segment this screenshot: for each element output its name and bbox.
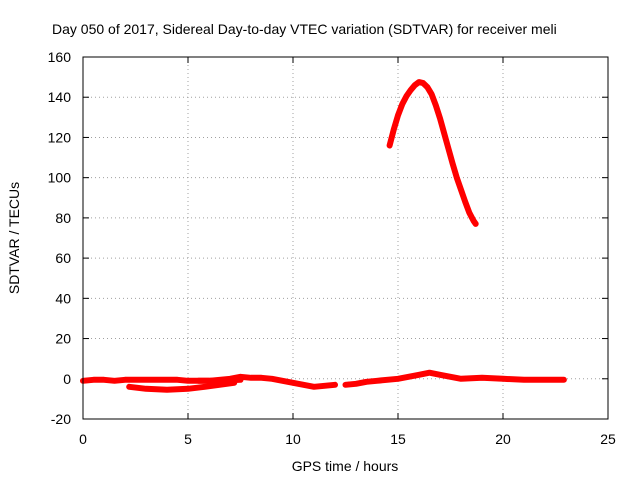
x-tick-label: 15 — [390, 431, 406, 447]
y-tick-label: 60 — [55, 250, 71, 266]
grid-layer — [83, 57, 608, 419]
plot-frame — [82, 56, 609, 420]
x-tick-label: 25 — [600, 431, 616, 447]
x-tick-label: 20 — [495, 431, 511, 447]
x-tick-label: 10 — [285, 431, 301, 447]
series-line-baseline-b — [342, 369, 567, 388]
y-tick-label: 100 — [48, 170, 72, 186]
series-line-dip-b — [195, 376, 244, 384]
x-axis-label: GPS time / hours — [292, 458, 399, 474]
y-tick-label: 0 — [63, 371, 71, 387]
y-tick-label: 20 — [55, 331, 71, 347]
y-tick-label: 140 — [48, 89, 72, 105]
series-layer — [80, 79, 567, 393]
series-line-dip-a — [126, 379, 238, 393]
y-tick-label: -20 — [51, 411, 71, 427]
y-tick-label: 40 — [55, 290, 71, 306]
chart-title: Day 050 of 2017, Sidereal Day-to-day VTE… — [52, 21, 557, 37]
y-axis-label: SDTVAR / TECUs — [6, 182, 22, 294]
y-tick-label: 160 — [48, 49, 72, 65]
x-tick-label: 5 — [184, 431, 192, 447]
y-tick-label: 80 — [55, 210, 71, 226]
x-tick-label: 0 — [79, 431, 87, 447]
y-tick-label: 120 — [48, 129, 72, 145]
series-line-peak — [386, 79, 479, 227]
